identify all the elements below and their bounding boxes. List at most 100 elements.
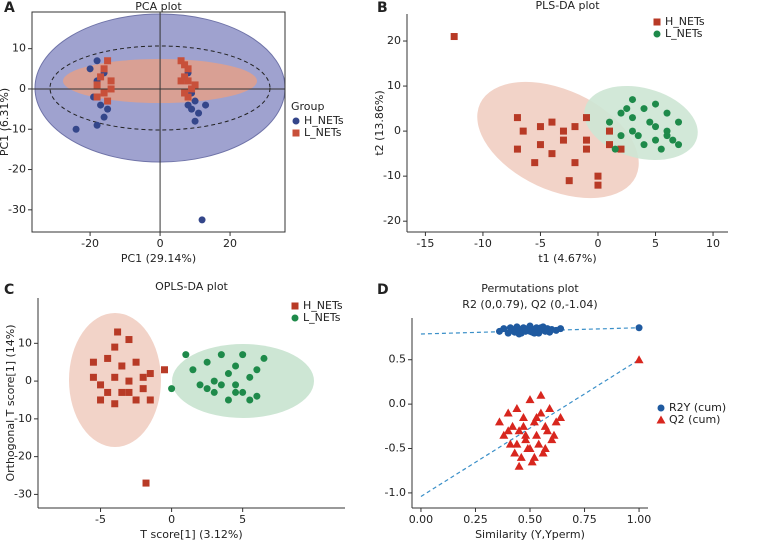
y-tick-label: 10 bbox=[18, 336, 32, 349]
point bbox=[182, 351, 190, 359]
chart-title: PLS-DA plot bbox=[535, 0, 600, 12]
x-tick-label: -20 bbox=[81, 237, 99, 250]
point bbox=[629, 96, 637, 104]
point bbox=[499, 430, 509, 439]
point bbox=[629, 127, 637, 135]
point bbox=[559, 136, 567, 144]
point bbox=[530, 329, 538, 337]
point bbox=[118, 362, 126, 370]
panel-label: C bbox=[4, 282, 14, 298]
x-tick-label: 0.25 bbox=[463, 513, 488, 526]
point bbox=[536, 141, 544, 149]
point bbox=[189, 366, 197, 374]
point bbox=[93, 81, 101, 89]
point bbox=[629, 114, 637, 122]
point bbox=[184, 101, 192, 109]
point bbox=[125, 336, 133, 344]
point bbox=[146, 396, 154, 404]
panel-label: B bbox=[377, 0, 388, 16]
point bbox=[532, 430, 542, 439]
point bbox=[210, 377, 218, 385]
point bbox=[559, 127, 567, 135]
y-tick-label: 0.0 bbox=[389, 397, 407, 410]
point bbox=[188, 85, 196, 93]
point bbox=[542, 426, 552, 435]
point bbox=[253, 392, 261, 400]
x-tick-label: 0.75 bbox=[572, 513, 597, 526]
point bbox=[224, 370, 232, 378]
point bbox=[104, 97, 112, 105]
point bbox=[538, 448, 548, 457]
point bbox=[571, 123, 579, 131]
x-tick-label: 10 bbox=[706, 237, 720, 250]
y-tick-label: -10 bbox=[383, 169, 401, 182]
point bbox=[549, 430, 559, 439]
legend-label: H_NETs bbox=[665, 15, 705, 28]
point bbox=[508, 421, 518, 430]
point bbox=[191, 97, 199, 105]
y-tick-label: -20 bbox=[14, 450, 32, 463]
point bbox=[521, 430, 531, 439]
point bbox=[513, 114, 521, 122]
point bbox=[500, 325, 508, 333]
point bbox=[97, 381, 105, 389]
point bbox=[635, 324, 643, 332]
point bbox=[132, 396, 140, 404]
point bbox=[536, 408, 546, 417]
legend-label: L_NETs bbox=[304, 126, 342, 139]
point bbox=[634, 132, 642, 140]
point bbox=[652, 123, 660, 131]
legend-label: Q2 (cum) bbox=[669, 413, 720, 426]
y-tick-label: -0.5 bbox=[385, 442, 406, 455]
point bbox=[611, 145, 619, 153]
x-tick-label: -5 bbox=[535, 237, 546, 250]
chart-title: Permutations plot bbox=[481, 282, 579, 295]
point bbox=[232, 362, 240, 370]
point bbox=[663, 109, 671, 117]
point bbox=[97, 73, 105, 81]
point bbox=[104, 354, 112, 362]
legend-marker bbox=[291, 302, 299, 310]
x-tick-label: -10 bbox=[474, 237, 492, 250]
point bbox=[556, 412, 566, 421]
x-tick-label: 0 bbox=[157, 237, 164, 250]
point bbox=[239, 388, 247, 396]
y-tick-label: -20 bbox=[383, 214, 401, 227]
point bbox=[202, 101, 210, 109]
point bbox=[89, 358, 97, 366]
point bbox=[111, 373, 119, 381]
point bbox=[184, 65, 192, 73]
point bbox=[652, 136, 660, 144]
point bbox=[184, 77, 192, 85]
point bbox=[93, 93, 101, 101]
legend-marker bbox=[653, 18, 661, 26]
point bbox=[111, 343, 119, 351]
point bbox=[191, 117, 199, 125]
point bbox=[89, 373, 97, 381]
point bbox=[86, 65, 94, 73]
x-tick-label: 5 bbox=[652, 237, 659, 250]
point bbox=[232, 381, 240, 389]
point bbox=[640, 105, 648, 113]
point bbox=[239, 351, 247, 359]
legend-title: Group bbox=[291, 100, 325, 113]
point bbox=[534, 439, 544, 448]
point bbox=[100, 65, 108, 73]
point bbox=[217, 351, 225, 359]
point bbox=[72, 125, 80, 133]
x-tick-label: 0.00 bbox=[409, 513, 434, 526]
point bbox=[132, 358, 140, 366]
point bbox=[139, 385, 147, 393]
legend-marker bbox=[656, 415, 666, 424]
chart-title: PCA plot bbox=[135, 0, 182, 13]
y-tick-label: 0 bbox=[25, 374, 32, 387]
y-tick-label: -30 bbox=[8, 203, 26, 216]
x-tick-label: 0.50 bbox=[518, 513, 543, 526]
point bbox=[548, 118, 556, 126]
point bbox=[617, 132, 625, 140]
y-tick-label: 20 bbox=[387, 34, 401, 47]
point bbox=[111, 400, 119, 408]
point bbox=[582, 114, 590, 122]
point bbox=[181, 61, 189, 69]
